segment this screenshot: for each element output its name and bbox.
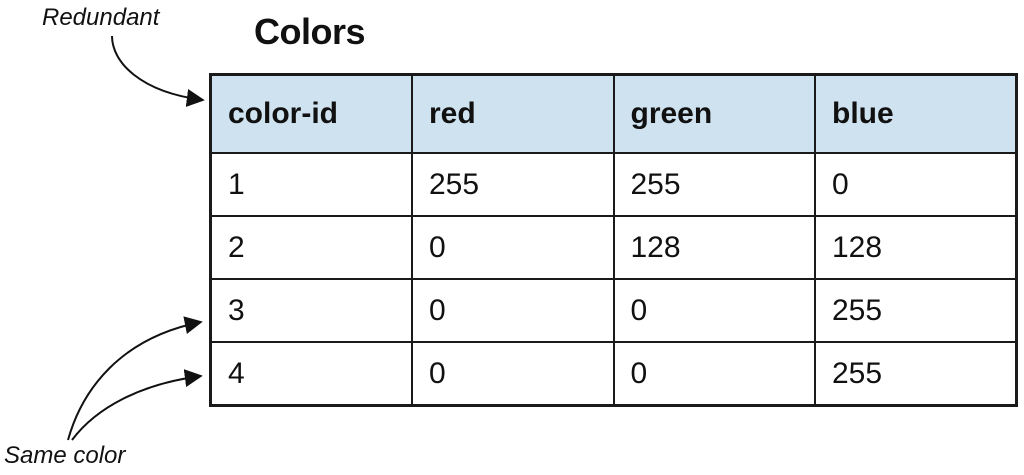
colors-table: color-id red green blue 1 255 255 0 2 0 … xyxy=(209,73,1018,407)
cell-red: 0 xyxy=(411,215,615,280)
column-header-color-id: color-id xyxy=(209,73,413,154)
cell-red: 255 xyxy=(411,152,615,217)
cell-color-id: 4 xyxy=(209,341,413,407)
annotation-same-color: Same color xyxy=(4,442,126,469)
table-row: 1 255 255 0 xyxy=(209,152,1018,217)
cell-green: 128 xyxy=(612,215,816,280)
arrow-same-color-to-row-4 xyxy=(71,369,203,441)
cell-green: 0 xyxy=(612,341,816,407)
cell-color-id: 1 xyxy=(209,152,413,217)
table-row: 2 0 128 128 xyxy=(209,215,1018,280)
cell-blue: 255 xyxy=(814,278,1018,343)
arrow-same-color-to-row-3 xyxy=(67,316,203,441)
cell-blue: 0 xyxy=(814,152,1018,217)
cell-red: 0 xyxy=(411,341,615,407)
cell-color-id: 2 xyxy=(209,215,413,280)
cell-blue: 255 xyxy=(814,341,1018,407)
table-row: 4 0 0 255 xyxy=(209,341,1018,407)
cell-green: 0 xyxy=(612,278,816,343)
header-row: color-id red green blue xyxy=(209,73,1018,154)
table-title: Colors xyxy=(254,11,366,52)
column-header-blue: blue xyxy=(814,73,1018,154)
column-header-green: green xyxy=(612,73,816,154)
cell-green: 255 xyxy=(612,152,816,217)
cell-blue: 128 xyxy=(814,215,1018,280)
table-row: 3 0 0 255 xyxy=(209,278,1018,343)
arrow-redundant-to-header xyxy=(111,35,205,107)
cell-color-id: 3 xyxy=(209,278,413,343)
annotation-redundant: Redundant xyxy=(42,4,160,31)
cell-red: 0 xyxy=(411,278,615,343)
column-header-red: red xyxy=(411,73,615,154)
